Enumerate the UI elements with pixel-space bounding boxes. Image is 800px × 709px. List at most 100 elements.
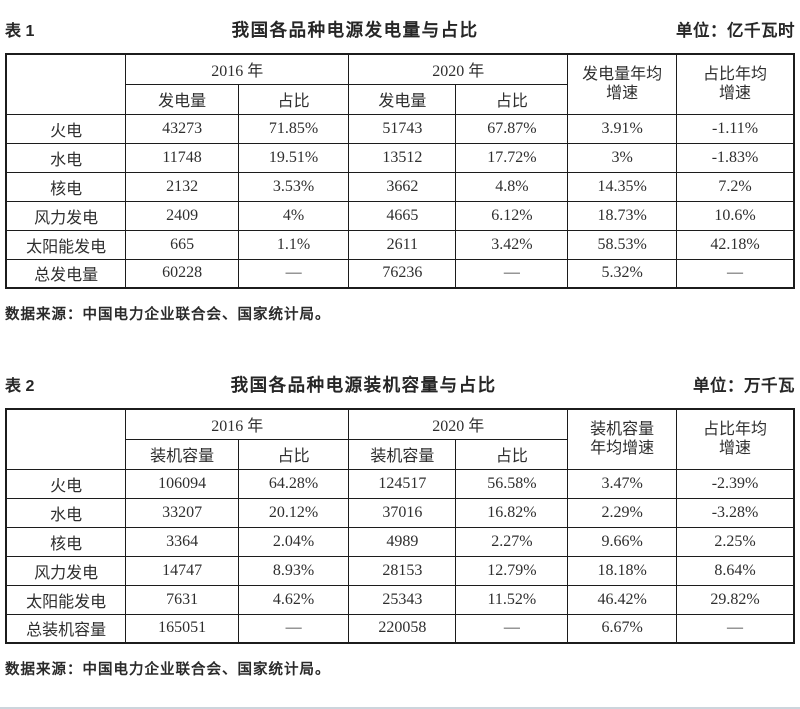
table-cell: 2.25% — [676, 526, 795, 557]
table-cell: 7631 — [125, 584, 239, 615]
row-label: 太阳能发电 — [5, 229, 127, 260]
table-cell: 3662 — [348, 171, 457, 202]
table-cell: 14.35% — [567, 171, 678, 202]
table-cell: 3.53% — [237, 171, 350, 202]
table1-source-note: 数据来源：中国电力企业联合会、国家统计局。 — [5, 307, 331, 323]
avg-share-line1: 占比年均 — [703, 421, 768, 439]
table-cell: 220058 — [348, 613, 457, 644]
table-cell: 43273 — [125, 113, 239, 144]
table-cell: -1.83% — [676, 142, 795, 173]
table2-source-note: 数据来源：中国电力企业联合会、国家统计局。 — [5, 662, 331, 678]
table-cell: 46.42% — [567, 584, 678, 615]
table-cell: 4665 — [348, 200, 457, 231]
table-cell: 19.51% — [237, 142, 350, 173]
table-cell: 2611 — [348, 229, 457, 260]
table-row: 核电 3364 2.04% 4989 2.27% 9.66% 2.25% — [5, 526, 795, 557]
section-capacity: 表 2 我国各品种电源装机容量与占比 单位：万千瓦 2016 年 2020 年 … — [5, 324, 795, 679]
table-row: 太阳能发电 7631 4.62% 25343 11.52% 46.42% 29.82% — [5, 584, 795, 615]
sub-header: 发电量 — [125, 83, 239, 115]
avg-growth-line1: 发电量年均 — [582, 66, 663, 84]
table-cell: 67.87% — [455, 113, 569, 144]
header-row-1: 2016 年 2020 年 发电量年均 增速 占比年均 增速 — [5, 53, 795, 115]
table1-unit: 单位：亿千瓦时 — [676, 22, 795, 40]
table-row: 总装机容量 165051—220058—6.67% — — [5, 613, 795, 644]
table-cell: 4% — [237, 200, 350, 231]
year-group-2016: 2016 年 — [125, 408, 350, 440]
table-cell: 3% — [567, 142, 678, 173]
row-label: 风力发电 — [5, 555, 127, 586]
row-label: 水电 — [5, 142, 127, 173]
corner-cell — [5, 53, 127, 115]
row-label: 核电 — [5, 171, 127, 202]
sub-header: 占比 — [455, 438, 569, 470]
row-label: 火电 — [5, 113, 127, 144]
sub-header: 占比 — [237, 438, 350, 470]
header-row-2: 装机容量 占比 装机容量 占比 — [6, 438, 794, 470]
table-cell: 2.04% — [237, 526, 350, 557]
table-cell: — — [455, 613, 569, 644]
table-row: 水电 11748 19.51% 13512 17.72% 3% -1.83% — [5, 142, 795, 173]
sub-header: 占比 — [455, 83, 569, 115]
table2-tag: 表 2 — [5, 378, 35, 395]
table-cell: 9.66% — [567, 526, 678, 557]
year-group-2020: 2020 年 — [348, 408, 569, 440]
avg-share-line2: 增速 — [719, 440, 752, 458]
header-row-2: 发电量 占比 发电量 占比 — [6, 83, 794, 115]
row-label: 风力发电 — [5, 200, 127, 231]
avg-capacity-growth-header: 装机容量 年均增速 — [567, 408, 678, 470]
table-cell: 2.27% — [455, 526, 569, 557]
table-cell: 28153 — [348, 555, 457, 586]
table-cell: 42.18% — [676, 229, 795, 260]
table-cell: 3.42% — [455, 229, 569, 260]
table-cell: 16.82% — [455, 497, 569, 528]
table-cell: -3.28% — [676, 497, 795, 528]
row-label: 总发电量 — [5, 258, 127, 289]
table-cell: 71.85% — [237, 113, 350, 144]
avg-growth-header: 发电量年均 增速 — [567, 53, 678, 115]
header-row-1: 2016 年 2020 年 装机容量 年均增速 占比年均 增速 — [5, 408, 795, 470]
generation-table: 2016 年 2020 年 发电量年均 增速 占比年均 增速 发电量 占比 发电… — [5, 53, 795, 289]
table-cell: 3.91% — [567, 113, 678, 144]
table-cell: 4.62% — [237, 584, 350, 615]
table-cell: 20.12% — [237, 497, 350, 528]
sub-header: 装机容量 — [348, 438, 457, 470]
table-cell: 8.93% — [237, 555, 350, 586]
table-cell: 33207 — [125, 497, 239, 528]
table-cell: 6.67% — [567, 613, 678, 644]
table-cell: 8.64% — [676, 555, 795, 586]
table-cell: 25343 — [348, 584, 457, 615]
sub-header: 占比 — [237, 83, 350, 115]
avg-growth-line2: 增速 — [606, 85, 639, 103]
table-cell: 56.58% — [455, 468, 569, 499]
row-label: 核电 — [5, 526, 127, 557]
table-cell: 3.47% — [567, 468, 678, 499]
table-cell: — — [676, 613, 795, 644]
table-row: 总发电量 60228—76236—5.32% — — [5, 258, 795, 289]
table-cell: — — [237, 258, 350, 289]
table-row: 水电 33207 20.12% 37016 16.82% 2.29% -3.28% — [5, 497, 795, 528]
table-cell: -2.39% — [676, 468, 795, 499]
table1-title: 我国各品种电源发电量与占比 — [231, 20, 479, 40]
avg-share-header: 占比年均 增速 — [676, 408, 795, 470]
year-group-2016: 2016 年 — [125, 53, 350, 85]
table-cell: 106094 — [125, 468, 239, 499]
table-cell: 4.8% — [455, 171, 569, 202]
table-cell: — — [455, 258, 569, 289]
table-row: 火电 106094 64.28% 124517 56.58% 3.47% -2.39% — [5, 468, 795, 499]
avg-capacity-growth-line1: 装机容量 — [590, 421, 655, 439]
avg-capacity-growth-line2: 年均增速 — [590, 440, 655, 458]
table-row: 火电 43273 71.85% 51743 67.87% 3.91% -1.11% — [5, 113, 795, 144]
corner-cell — [5, 408, 127, 470]
table-cell: 7.2% — [676, 171, 795, 202]
row-label: 水电 — [5, 497, 127, 528]
table-cell: 37016 — [348, 497, 457, 528]
table1-caption: 表 1 我国各品种电源发电量与占比 单位：亿千瓦时 — [5, 0, 795, 42]
table-cell: 60228 — [125, 258, 239, 289]
page-bottom-edge — [0, 707, 800, 709]
table-cell: 13512 — [348, 142, 457, 173]
table-cell: 10.6% — [676, 200, 795, 231]
table-cell: — — [237, 613, 350, 644]
row-label: 火电 — [5, 468, 127, 499]
table-row: 太阳能发电 665 1.1% 2611 3.42% 58.53% 42.18% — [5, 229, 795, 260]
